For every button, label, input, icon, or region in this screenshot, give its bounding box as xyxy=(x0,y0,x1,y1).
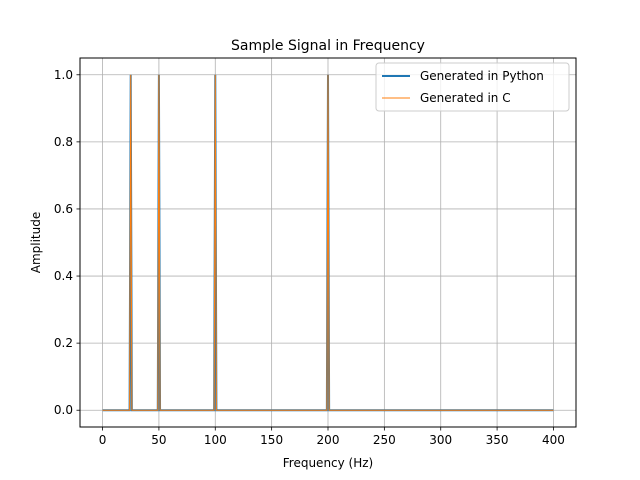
x-tick-label: 100 xyxy=(204,433,227,447)
plot-lines xyxy=(102,74,554,412)
legend: Generated in Python Generated in C xyxy=(375,62,570,112)
legend-c-label: Generated in C xyxy=(420,91,511,105)
y-tick-label: 0.0 xyxy=(54,403,73,417)
y-tick-label: 1.0 xyxy=(54,68,73,82)
chart-title: Sample Signal in Frequency xyxy=(231,38,425,54)
y-axis-label: Amplitude xyxy=(29,212,43,274)
x-tick-label: 300 xyxy=(429,433,452,447)
y-tick-label: 0.2 xyxy=(54,336,73,350)
y-tick-label: 0.6 xyxy=(54,202,73,216)
x-axis-label: Frequency (Hz) xyxy=(283,456,374,470)
x-tick-label: 400 xyxy=(542,433,565,447)
legend-box xyxy=(375,62,570,112)
x-tick-label: 250 xyxy=(373,433,396,447)
x-tick-label: 200 xyxy=(317,433,340,447)
x-tick-label: 350 xyxy=(486,433,509,447)
ticks: 0 50 100 150 200 250 300 350 400 0.0 0.2 0.4 0.6 0.8 1… xyxy=(54,68,565,447)
x-tick-label: 50 xyxy=(151,433,166,447)
x-tick-label: 0 xyxy=(99,433,107,447)
x-tick-label: 150 xyxy=(260,433,283,447)
y-tick-label: 0.4 xyxy=(54,269,73,283)
y-tick-label: 0.8 xyxy=(54,135,73,149)
legend-python-label: Generated in Python xyxy=(420,69,544,83)
c-series-line xyxy=(102,74,554,411)
